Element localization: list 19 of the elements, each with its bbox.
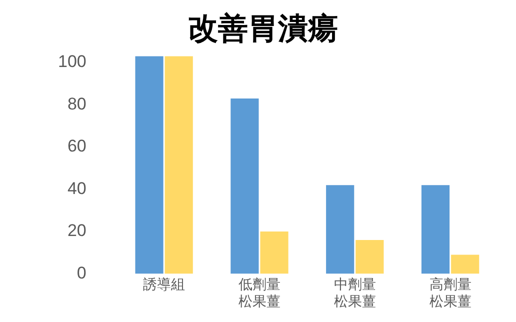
bar xyxy=(164,56,193,274)
y-tick-label: 0 xyxy=(76,263,86,282)
y-tick-label: 20 xyxy=(67,221,86,240)
y-tick-label: 100 xyxy=(58,52,86,72)
x-tick-label: 中劑量松果薑 xyxy=(334,276,376,309)
y-tick-label: 60 xyxy=(67,136,86,156)
y-tick-label: 80 xyxy=(67,94,86,114)
bar xyxy=(421,185,450,274)
y-tick-label: 40 xyxy=(67,178,86,198)
chart-title: 改善胃潰瘍 xyxy=(188,11,338,46)
x-tick-label: 誘導組 xyxy=(143,276,186,292)
bar xyxy=(260,232,288,274)
bar xyxy=(326,185,354,274)
x-tick-label: 高劑量松果薑 xyxy=(429,276,472,309)
bar xyxy=(356,240,384,274)
bar xyxy=(451,254,480,274)
bar xyxy=(230,98,259,274)
x-tick-label: 低劑量松果薑 xyxy=(238,276,280,309)
bar xyxy=(135,56,164,274)
